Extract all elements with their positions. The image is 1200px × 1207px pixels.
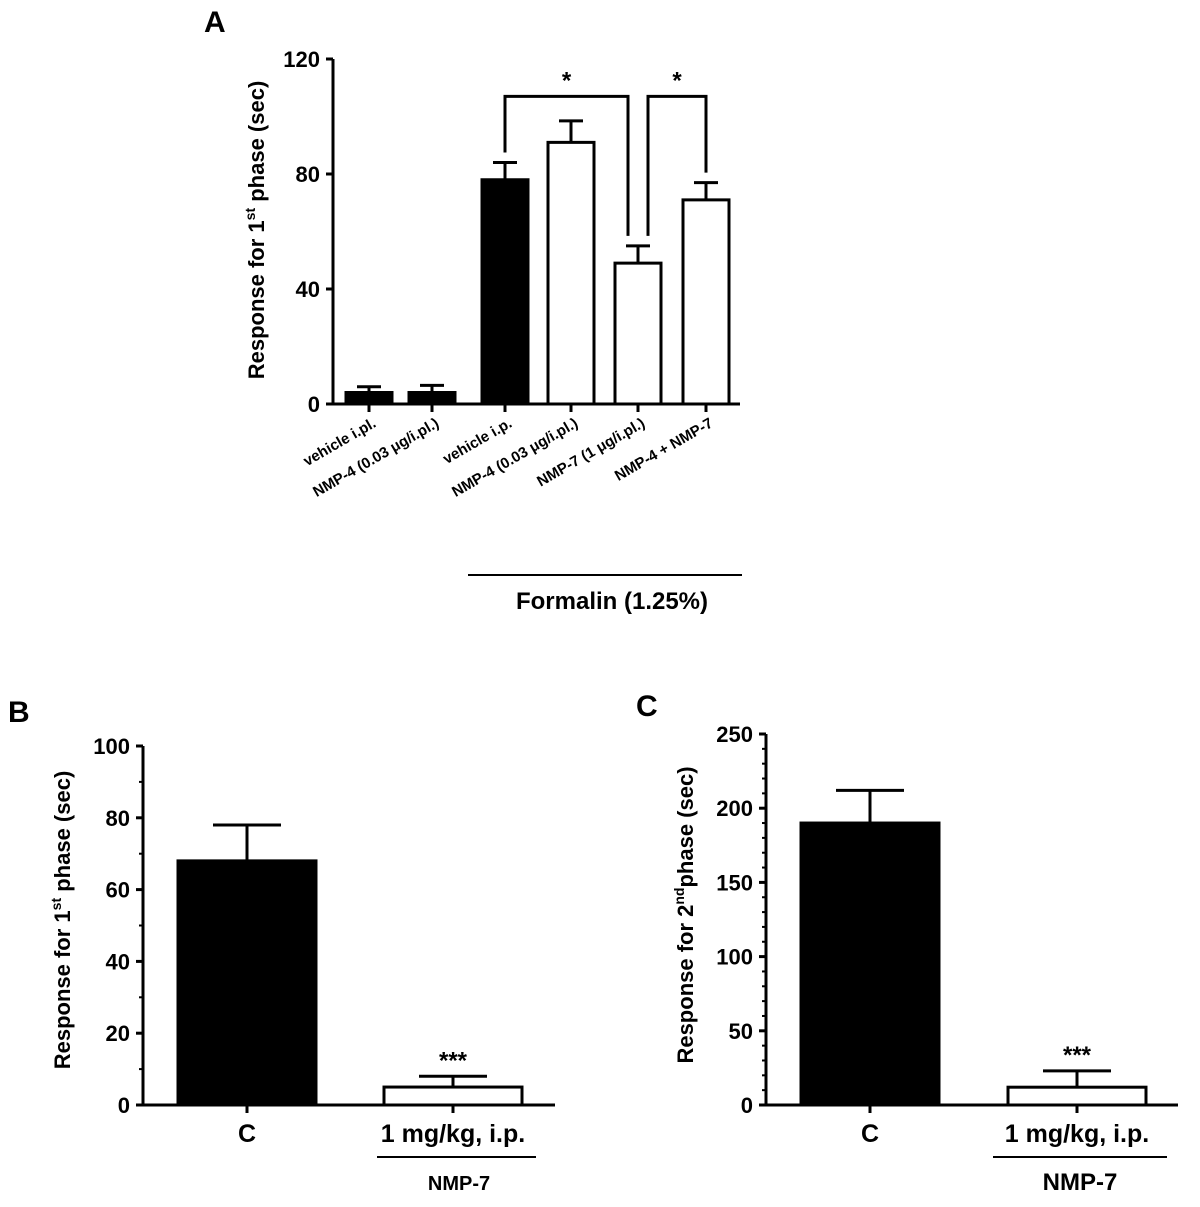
panel-c-group-label: NMP-7 [1043, 1169, 1118, 1196]
panel-a-significance-brackets: * * [503, 67, 708, 236]
panel-a: A Response for 1st phase (sec) 04080120 … [204, 6, 742, 615]
panel-a-significance-label: * [672, 67, 682, 94]
panel-b-y-tick-label: 40 [106, 949, 130, 974]
panel-a-letter: A [204, 6, 226, 39]
panel-b: B Response for 1st phase (sec) 0 20 40 60 80… [8, 696, 555, 1195]
panel-c-bars: *** [799, 788, 1148, 1107]
panel-a-bar [613, 261, 663, 406]
panel-c-y-axis-label: Response for 2ndphase (sec) [671, 766, 698, 1063]
panel-b-y-tick-label: 0 [118, 1093, 130, 1118]
panel-a-bar [681, 198, 731, 406]
panel-b-category-label: C [238, 1120, 256, 1148]
panel-b-group-label: NMP-7 [428, 1173, 490, 1195]
panel-b-y-axis-label: Response for 1st phase (sec) [48, 771, 75, 1070]
panel-a-category-labels: vehicle i.pl.NMP-4 (0.03 μg/i.pl.)vehicl… [300, 415, 716, 501]
panel-b-bars: *** [176, 823, 524, 1107]
panel-a-bar [480, 178, 530, 406]
panel-b-axes: 0 20 40 60 80 100 [93, 734, 555, 1118]
panel-b-y-tick-label: 20 [106, 1021, 130, 1046]
panel-c-y-tick-label: 200 [716, 796, 753, 821]
panel-b-category-labels: C 1 mg/kg, i.p. [238, 1120, 525, 1148]
panel-a-y-axis-label: Response for 1st phase (sec) [242, 81, 269, 380]
panel-a-y-tick-label: 120 [283, 47, 320, 72]
panel-b-y-tick-label: 60 [106, 878, 130, 903]
panel-c-y-tick-label: 50 [729, 1019, 753, 1044]
panel-b-letter: B [8, 696, 30, 729]
panel-a-significance-bracket [646, 94, 708, 236]
panel-a-y-tick-label: 40 [296, 277, 320, 302]
panel-c: C Response for 2ndphase (sec) 0 50 100 150 2… [636, 690, 1178, 1196]
panel-b-significance-label: *** [439, 1047, 468, 1074]
panel-a-group-label: Formalin (1.25%) [516, 588, 708, 615]
panel-a-significance-label: * [562, 67, 572, 94]
panel-c-letter: C [636, 690, 658, 723]
panel-c-bar [1006, 1085, 1148, 1107]
panel-c-axes: 0 50 100 150 200 250 [716, 722, 1178, 1118]
panel-a-bar [407, 391, 457, 406]
panel-c-y-tick-label: 150 [716, 870, 753, 895]
panel-c-y-tick-label: 250 [716, 722, 753, 747]
panel-a-axes: 0 40 80 120 [283, 47, 740, 417]
panel-a-bar [344, 391, 394, 406]
panel-a-significance-bracket [503, 94, 630, 236]
panel-c-category-labels: C 1 mg/kg, i.p. [861, 1120, 1149, 1148]
panel-b-y-tick-label: 100 [93, 734, 130, 759]
panel-a-y-tick-label: 0 [308, 392, 320, 417]
panel-b-y-tick-label: 80 [106, 806, 130, 831]
panel-a-bar [546, 140, 596, 406]
panel-c-y-tick-label: 0 [741, 1093, 753, 1118]
panel-b-bar [176, 859, 318, 1107]
panel-a-category-label: NMP-4 (0.03 μg/i.pl.) [449, 415, 581, 501]
panel-c-category-label: 1 mg/kg, i.p. [1005, 1120, 1149, 1148]
panel-a-y-tick-label: 80 [296, 162, 320, 187]
panel-c-category-label: C [861, 1120, 879, 1148]
panel-b-bar [382, 1085, 524, 1107]
panel-b-category-label: 1 mg/kg, i.p. [381, 1120, 525, 1148]
panel-c-significance-label: *** [1063, 1042, 1092, 1069]
panel-c-bar [799, 821, 941, 1107]
panel-c-y-tick-label: 100 [716, 945, 753, 970]
panel-a-bars [344, 119, 731, 406]
